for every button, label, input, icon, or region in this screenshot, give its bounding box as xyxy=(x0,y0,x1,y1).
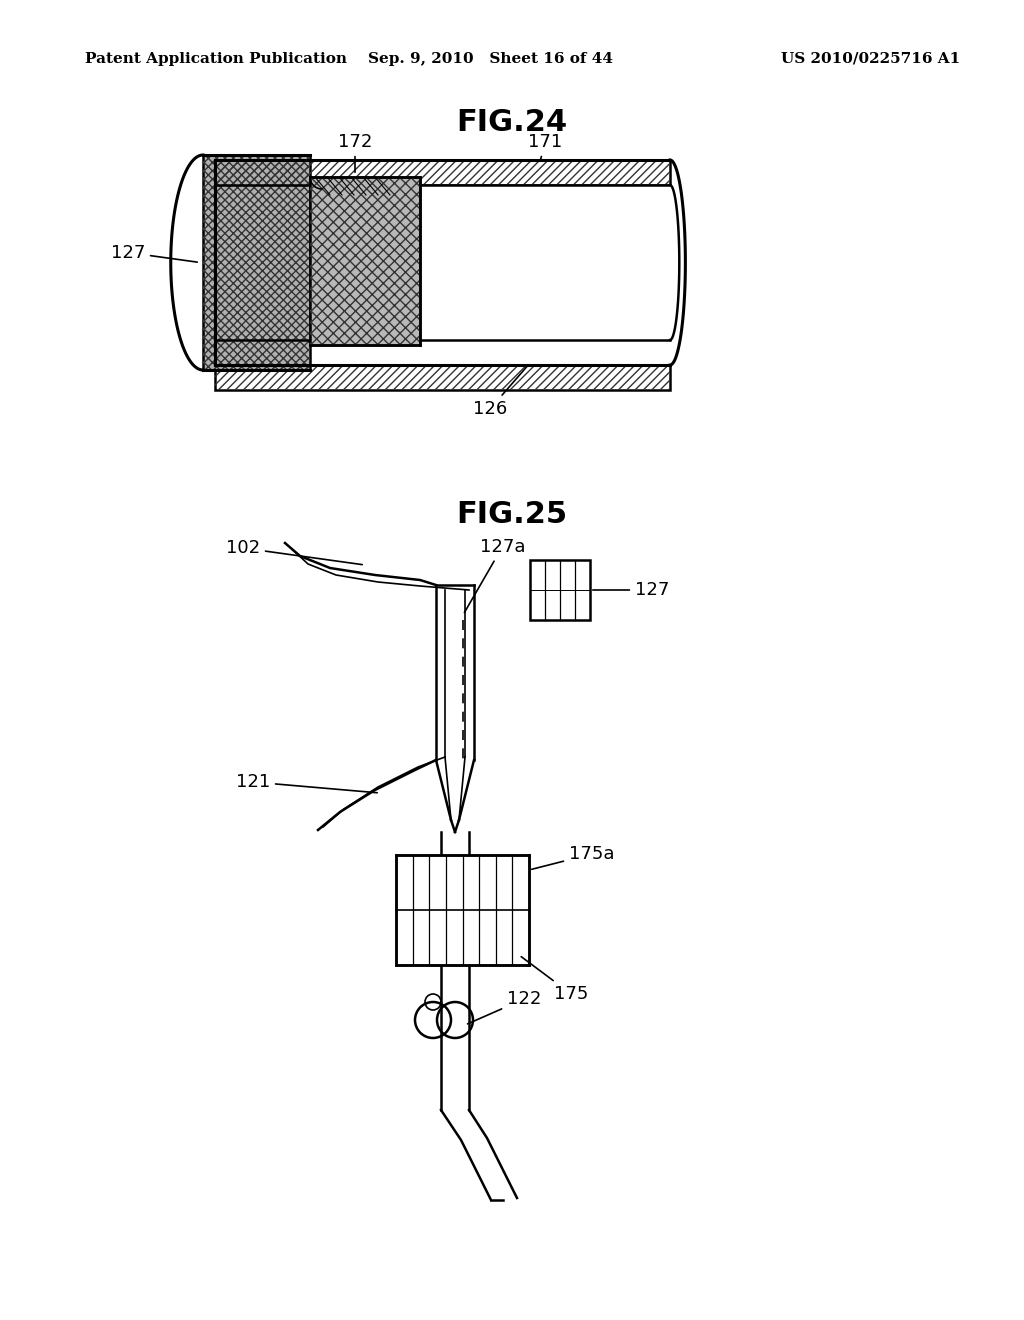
Text: 122: 122 xyxy=(468,990,542,1024)
Text: 127: 127 xyxy=(111,243,198,263)
Text: 172: 172 xyxy=(338,133,372,172)
Bar xyxy=(215,366,670,389)
Bar xyxy=(215,366,670,389)
Text: US 2010/0225716 A1: US 2010/0225716 A1 xyxy=(780,51,961,66)
Text: Patent Application Publication: Patent Application Publication xyxy=(85,51,347,66)
Text: 175: 175 xyxy=(521,957,589,1003)
Bar xyxy=(530,560,590,620)
Bar xyxy=(215,160,670,185)
Text: Sep. 9, 2010   Sheet 16 of 44: Sep. 9, 2010 Sheet 16 of 44 xyxy=(368,51,612,66)
Text: 102: 102 xyxy=(226,539,362,565)
Text: 127: 127 xyxy=(593,581,670,599)
Bar xyxy=(203,154,310,370)
Bar xyxy=(215,185,670,341)
Text: 121: 121 xyxy=(236,774,377,793)
Bar xyxy=(310,177,420,345)
Text: 171: 171 xyxy=(528,133,562,160)
Bar xyxy=(203,154,310,370)
Bar xyxy=(215,160,670,185)
Text: FIG.24: FIG.24 xyxy=(457,108,567,137)
Text: 126: 126 xyxy=(473,366,528,418)
Text: FIG.25: FIG.25 xyxy=(457,500,567,529)
Bar xyxy=(310,177,420,345)
Text: 175a: 175a xyxy=(531,845,614,870)
Bar xyxy=(396,855,529,965)
Text: 127a: 127a xyxy=(465,539,525,612)
